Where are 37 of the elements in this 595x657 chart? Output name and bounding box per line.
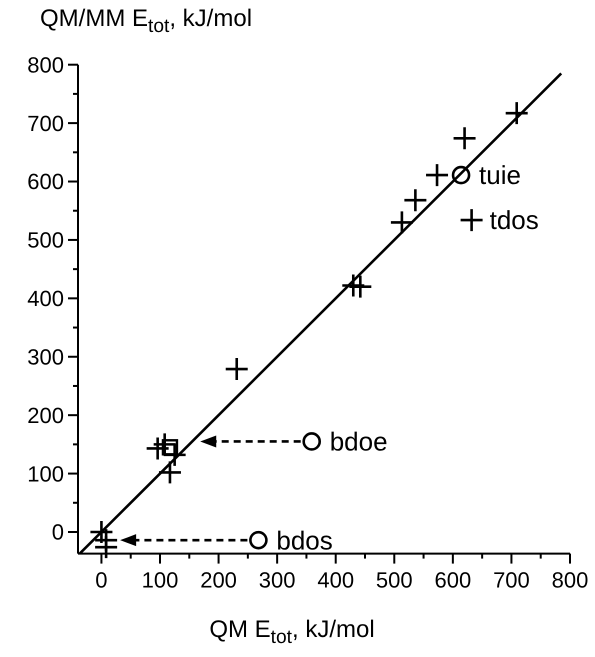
point (302, 432, 321, 451)
point (426, 164, 448, 186)
y-tick-label: 600 (27, 169, 64, 194)
point (454, 127, 476, 150)
x-tick-label: 200 (200, 568, 237, 593)
y-tick-label: 100 (27, 461, 64, 486)
x-axis-title: QM E$_{tot}$, kJ/mol (209, 616, 375, 648)
y-tick-label: 300 (27, 344, 64, 370)
x-tick-label: 0 (95, 568, 108, 593)
x-tick-label: 100 (142, 568, 178, 593)
point (158, 461, 181, 484)
x-tick-label: 300 (258, 568, 296, 593)
point (226, 358, 248, 380)
annotation: bdoe (330, 426, 388, 457)
point (460, 209, 483, 232)
point (249, 530, 268, 550)
y-tick-label: 200 (27, 402, 64, 428)
x-tick-label: 400 (317, 568, 354, 593)
annotation: tdos (490, 205, 539, 236)
y-tick-label: 400 (27, 286, 64, 312)
annotation: tuie (479, 160, 521, 190)
y-tick-label: 800 (27, 52, 64, 78)
x-tick-label: 500 (376, 568, 413, 593)
point (390, 211, 413, 234)
y-axis-title: QM/MM E$_{tot}$, kJ/mol (40, 5, 252, 37)
y-tick-label: 700 (27, 110, 64, 136)
point (404, 189, 426, 212)
y-tick-label: 0 (52, 520, 64, 545)
x-tick-label: 800 (552, 568, 588, 593)
x-tick-label: 600 (434, 568, 472, 593)
annotation: bdos (276, 525, 333, 556)
point (506, 102, 528, 124)
x-tick-label: 700 (493, 568, 530, 593)
point (95, 536, 118, 558)
point (349, 276, 372, 298)
point (452, 166, 470, 184)
y-tick-label: 500 (27, 228, 64, 253)
